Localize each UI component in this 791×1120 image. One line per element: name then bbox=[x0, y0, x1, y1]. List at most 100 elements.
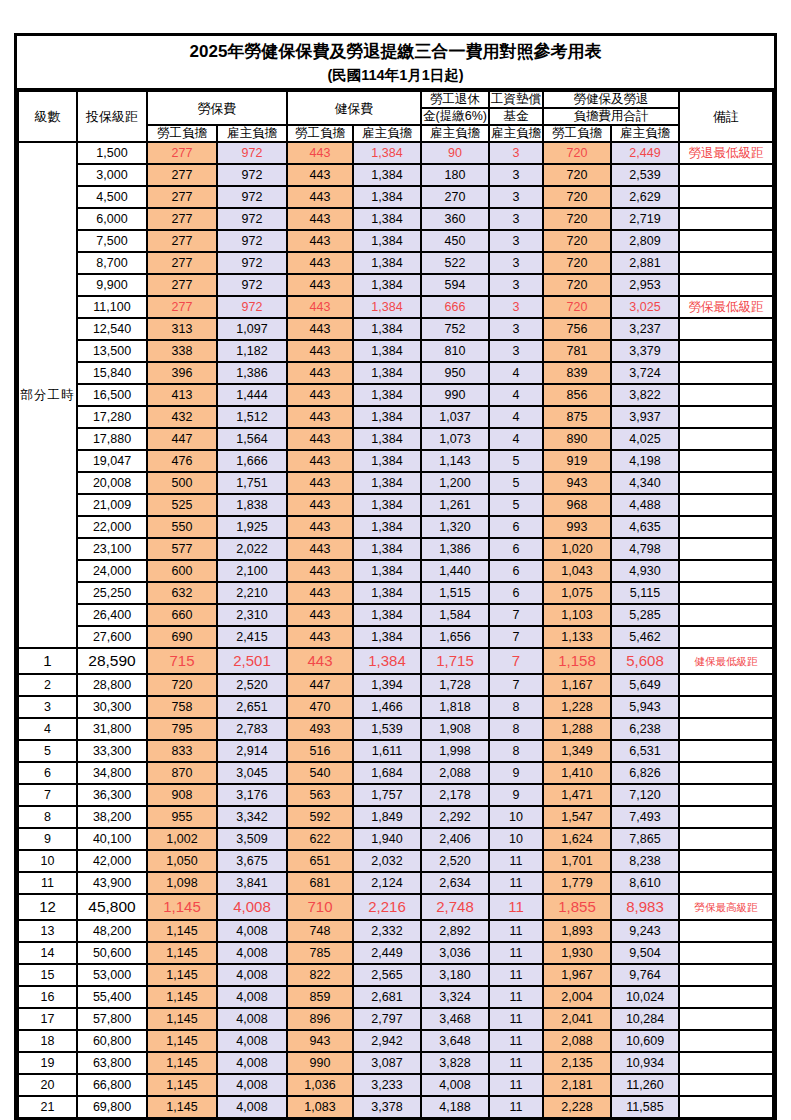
labor-employee-cell: 338 bbox=[147, 340, 217, 362]
health-employer-cell: 2,124 bbox=[353, 872, 421, 894]
total-employee-cell: 1,471 bbox=[543, 784, 611, 806]
labor-employee-cell: 313 bbox=[147, 318, 217, 340]
health-employer-cell: 1,384 bbox=[353, 538, 421, 560]
labor-employee-cell: 1,145 bbox=[147, 1052, 217, 1074]
insured-bracket-cell: 63,800 bbox=[77, 1052, 147, 1074]
labor-employee-cell: 577 bbox=[147, 538, 217, 560]
total-employer-cell: 9,243 bbox=[611, 920, 679, 942]
labor-employer-cell: 1,751 bbox=[217, 472, 287, 494]
labor-employee-cell: 1,145 bbox=[147, 964, 217, 986]
pension-employer-cell: 990 bbox=[421, 384, 489, 406]
total-employer-cell: 8,983 bbox=[611, 894, 679, 920]
level-cell: 12 bbox=[18, 894, 77, 920]
note-cell bbox=[679, 872, 773, 894]
total-employer-cell: 2,953 bbox=[611, 274, 679, 296]
wage-fund-employer-cell: 3 bbox=[489, 340, 543, 362]
note-cell bbox=[679, 964, 773, 986]
total-employer-cell: 3,724 bbox=[611, 362, 679, 384]
total-employee-cell: 1,624 bbox=[543, 828, 611, 850]
insured-bracket-cell: 53,000 bbox=[77, 964, 147, 986]
labor-employee-cell: 632 bbox=[147, 582, 217, 604]
pension-employer-cell: 2,634 bbox=[421, 872, 489, 894]
health-employer-cell: 2,332 bbox=[353, 920, 421, 942]
insured-bracket-cell: 69,800 bbox=[77, 1096, 147, 1118]
note-cell bbox=[679, 494, 773, 516]
level-cell: 2 bbox=[18, 674, 77, 696]
total-employer-cell: 5,285 bbox=[611, 604, 679, 626]
health-employee-cell: 990 bbox=[287, 1052, 353, 1074]
labor-employer-cell: 1,444 bbox=[217, 384, 287, 406]
health-employee-cell: 443 bbox=[287, 384, 353, 406]
labor-employee-cell: 277 bbox=[147, 186, 217, 208]
health-employee-cell: 443 bbox=[287, 296, 353, 318]
wage-fund-employer-cell: 7 bbox=[489, 604, 543, 626]
insured-bracket-cell: 19,047 bbox=[77, 450, 147, 472]
pension-employer-cell: 2,520 bbox=[421, 850, 489, 872]
header-total-employee-burden: 勞工負擔 bbox=[543, 125, 611, 142]
total-employer-cell: 2,809 bbox=[611, 230, 679, 252]
health-employer-cell: 1,384 bbox=[353, 142, 421, 164]
table-row: 12,5403131,0974431,38475237563,237 bbox=[18, 318, 773, 340]
level-cell: 18 bbox=[18, 1030, 77, 1052]
total-employee-cell: 1,349 bbox=[543, 740, 611, 762]
total-employer-cell: 4,930 bbox=[611, 560, 679, 582]
health-employee-cell: 443 bbox=[287, 142, 353, 164]
health-employer-cell: 2,681 bbox=[353, 986, 421, 1008]
table-row: 19,0474761,6664431,3841,14359194,198 bbox=[18, 450, 773, 472]
labor-employee-cell: 795 bbox=[147, 718, 217, 740]
note-cell bbox=[679, 164, 773, 186]
wage-fund-employer-cell: 7 bbox=[489, 674, 543, 696]
labor-employer-cell: 972 bbox=[217, 208, 287, 230]
pension-employer-cell: 3,468 bbox=[421, 1008, 489, 1030]
health-employer-cell: 2,942 bbox=[353, 1030, 421, 1052]
insured-bracket-cell: 50,600 bbox=[77, 942, 147, 964]
total-employer-cell: 3,379 bbox=[611, 340, 679, 362]
health-employer-cell: 1,384 bbox=[353, 560, 421, 582]
insured-bracket-cell: 6,000 bbox=[77, 208, 147, 230]
health-employer-cell: 1,384 bbox=[353, 604, 421, 626]
level-cell: 1 bbox=[18, 648, 77, 674]
wage-fund-employer-cell: 7 bbox=[489, 648, 543, 674]
insured-bracket-cell: 26,400 bbox=[77, 604, 147, 626]
wage-fund-employer-cell: 10 bbox=[489, 806, 543, 828]
labor-employer-cell: 4,008 bbox=[217, 986, 287, 1008]
level-cell: 13 bbox=[18, 920, 77, 942]
total-employee-cell: 720 bbox=[543, 296, 611, 318]
total-employee-cell: 839 bbox=[543, 362, 611, 384]
header-note: 備註 bbox=[679, 91, 773, 142]
header-labor-fee: 勞保費 bbox=[147, 91, 287, 125]
page-subtitle: (民國114年1月1日起) bbox=[17, 65, 774, 85]
table-row: 24,0006002,1004431,3841,44061,0434,930 bbox=[18, 560, 773, 582]
health-employee-cell: 592 bbox=[287, 806, 353, 828]
total-employer-cell: 3,937 bbox=[611, 406, 679, 428]
health-employee-cell: 493 bbox=[287, 718, 353, 740]
note-cell bbox=[679, 208, 773, 230]
table-row: 7,5002779724431,38445037202,809 bbox=[18, 230, 773, 252]
table-row: 9,9002779724431,38459437202,953 bbox=[18, 274, 773, 296]
insured-bracket-cell: 15,840 bbox=[77, 362, 147, 384]
total-employee-cell: 1,020 bbox=[543, 538, 611, 560]
level-cell: 16 bbox=[18, 986, 77, 1008]
total-employee-cell: 1,967 bbox=[543, 964, 611, 986]
wage-fund-employer-cell: 11 bbox=[489, 1008, 543, 1030]
labor-employer-cell: 1,925 bbox=[217, 516, 287, 538]
wage-fund-employer-cell: 5 bbox=[489, 494, 543, 516]
labor-employer-cell: 1,564 bbox=[217, 428, 287, 450]
insured-bracket-cell: 28,800 bbox=[77, 674, 147, 696]
total-employee-cell: 720 bbox=[543, 186, 611, 208]
labor-employee-cell: 550 bbox=[147, 516, 217, 538]
insured-bracket-cell: 17,280 bbox=[77, 406, 147, 428]
health-employee-cell: 443 bbox=[287, 582, 353, 604]
total-employee-cell: 1,855 bbox=[543, 894, 611, 920]
total-employer-cell: 2,881 bbox=[611, 252, 679, 274]
total-employee-cell: 1,228 bbox=[543, 696, 611, 718]
wage-fund-employer-cell: 3 bbox=[489, 230, 543, 252]
total-employee-cell: 919 bbox=[543, 450, 611, 472]
level-cell: 7 bbox=[18, 784, 77, 806]
labor-employer-cell: 2,210 bbox=[217, 582, 287, 604]
note-cell bbox=[679, 538, 773, 560]
labor-employee-cell: 1,050 bbox=[147, 850, 217, 872]
wage-fund-employer-cell: 11 bbox=[489, 964, 543, 986]
health-employer-cell: 1,384 bbox=[353, 208, 421, 230]
total-employer-cell: 3,025 bbox=[611, 296, 679, 318]
